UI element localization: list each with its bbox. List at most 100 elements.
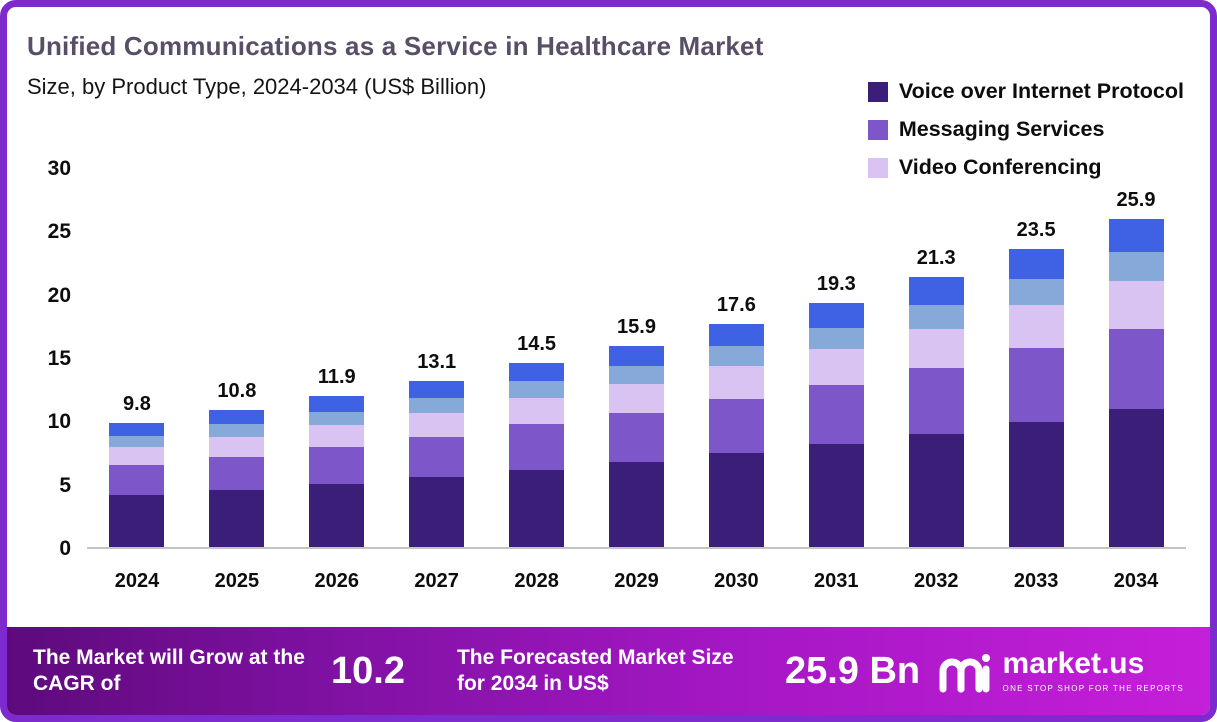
bar-total-label: 11.9: [317, 366, 356, 389]
bar-2029-segment-3: [608, 383, 664, 413]
bar-2026-segment-1: [309, 483, 365, 547]
forecast-value: 25.9 Bn: [784, 649, 921, 692]
legend-label: Voice over Internet Protocol: [898, 79, 1184, 103]
bar-group-2028: 14.5 2028: [487, 169, 587, 592]
y-axis: 0 5 10 15 20 25 30: [25, 157, 87, 560]
bar-total-label: 23.5: [1016, 219, 1056, 242]
bar-group-2026: 11.9 2026: [287, 169, 387, 592]
bar-2031-segment-3: [808, 349, 864, 385]
bar-2028-segment-1: [509, 469, 565, 547]
chart-subtitle: Size, by Product Type, 2024-2034 (US$ Bi…: [27, 74, 487, 99]
bar-group-2031: 19.3 2031: [786, 169, 886, 592]
bar-2029-segment-4: [608, 365, 664, 384]
legend: Voice over Internet Protocol Messaging Se…: [867, 79, 1184, 180]
bar-2033-segment-1: [1008, 421, 1064, 547]
legend-swatch: [867, 119, 888, 140]
cagr-label: The Market will Grow at the CAGR of: [33, 645, 305, 695]
bar-2033-segment-5: [1008, 249, 1064, 279]
market-us-logo-icon: [939, 654, 990, 693]
bar-2026-segment-4: [309, 411, 365, 426]
footer-banner: The Market will Grow at the CAGR of 10.2…: [7, 627, 1210, 715]
legend-label: Messaging Services: [898, 117, 1105, 141]
bar-2030-segment-3: [708, 365, 764, 399]
cagr-value: 10.2: [331, 649, 405, 692]
bar-group-2030: 17.6 2030: [686, 169, 786, 592]
bar-group-2027: 13.1 2027: [387, 169, 487, 592]
chart-title: Unified Communications as a Service in H…: [27, 31, 764, 61]
bar-2033-segment-3: [1008, 305, 1064, 349]
bar-2027-segment-3: [409, 412, 465, 437]
bar-2034-segment-2: [1108, 329, 1164, 409]
bar-total-label: 25.9: [1116, 188, 1156, 211]
bar-total-label: 21.3: [916, 247, 956, 270]
x-axis-label: 2025: [214, 570, 260, 592]
bar-group-2034: 25.9 2034: [1086, 169, 1186, 592]
x-axis-label: 2028: [514, 570, 559, 592]
y-tick-label: 10: [47, 410, 71, 434]
bar-2032-segment-2: [908, 368, 964, 435]
bar-2034-segment-4: [1108, 251, 1164, 282]
bar-group-2025: 10.8 2025: [187, 169, 287, 592]
x-axis-label: 2031: [814, 570, 859, 592]
bar-2034-segment-3: [1108, 281, 1164, 330]
y-tick-label: 20: [47, 283, 71, 307]
bar-2033-segment-2: [1008, 348, 1064, 422]
bar-2032: [908, 277, 964, 547]
legend-label: Video Conferencing: [898, 155, 1102, 179]
x-axis-label: 2024: [114, 570, 160, 592]
bar-2027-segment-1: [409, 477, 465, 547]
bar-2030-segment-1: [708, 453, 764, 547]
bar-2025-segment-3: [209, 436, 265, 458]
bar-2027: [409, 381, 465, 547]
bar-2026-segment-2: [309, 446, 365, 484]
bar-2024-segment-3: [109, 446, 165, 465]
y-tick-label: 15: [47, 347, 71, 370]
bar-2032-segment-4: [908, 305, 964, 330]
forecast-label: The Forecasted Market Size for 2034 in U…: [456, 645, 734, 695]
bar-2034: [1108, 218, 1164, 547]
x-axis-label: 2034: [1113, 570, 1159, 592]
legend-swatch: [867, 81, 888, 102]
bar-total-label: 14.5: [517, 333, 557, 356]
bar-2030: [708, 324, 764, 547]
x-axis-label: 2029: [614, 570, 659, 592]
legend-item: Voice over Internet Protocol: [867, 79, 1184, 104]
brand-text: market.us ONE STOP SHOP FOR THE REPORTS: [1002, 649, 1184, 694]
bar-2025: [209, 410, 265, 547]
bar-2025-segment-4: [209, 424, 265, 437]
x-axis-label: 2030: [714, 570, 759, 592]
bar-2024-segment-5: [109, 422, 165, 436]
bar-2031: [808, 302, 864, 547]
legend-item: Video Conferencing: [867, 155, 1184, 180]
bar-2032-segment-5: [908, 277, 964, 306]
bar-2025-segment-1: [209, 490, 265, 547]
bar-2027-segment-2: [409, 436, 465, 478]
bar-2024-segment-4: [109, 435, 165, 447]
bar-2026: [309, 396, 365, 547]
x-axis-label: 2027: [414, 570, 459, 592]
legend-item: Messaging Services: [867, 117, 1184, 142]
bar-2031-segment-5: [808, 302, 864, 328]
bar-2027-segment-5: [409, 381, 465, 398]
brand-tagline: ONE STOP SHOP FOR THE REPORTS: [1002, 684, 1184, 693]
bar-2026-segment-5: [309, 396, 365, 412]
x-axis-label: 2032: [913, 570, 959, 592]
bar-2028-segment-2: [509, 424, 565, 470]
bar-2025-segment-2: [209, 457, 265, 490]
bar-2030-segment-2: [708, 398, 764, 454]
bar-group-2029: 15.9 2029: [587, 169, 687, 592]
bar-2024-segment-1: [109, 495, 165, 547]
legend-swatch: [867, 157, 888, 178]
bar-2034-segment-5: [1108, 218, 1164, 252]
bar-2028: [509, 363, 565, 547]
chart-header: Unified Communications as a Service in H…: [7, 7, 1210, 100]
bar-2024: [109, 422, 165, 547]
y-tick-label: 30: [47, 157, 71, 180]
bar-2026-segment-3: [309, 425, 365, 447]
bar-total-label: 10.8: [217, 380, 257, 403]
bar-2030-segment-4: [708, 345, 764, 366]
bar-2027-segment-4: [409, 397, 465, 413]
bar-2032-segment-3: [908, 329, 964, 369]
y-tick-label: 25: [47, 220, 71, 244]
